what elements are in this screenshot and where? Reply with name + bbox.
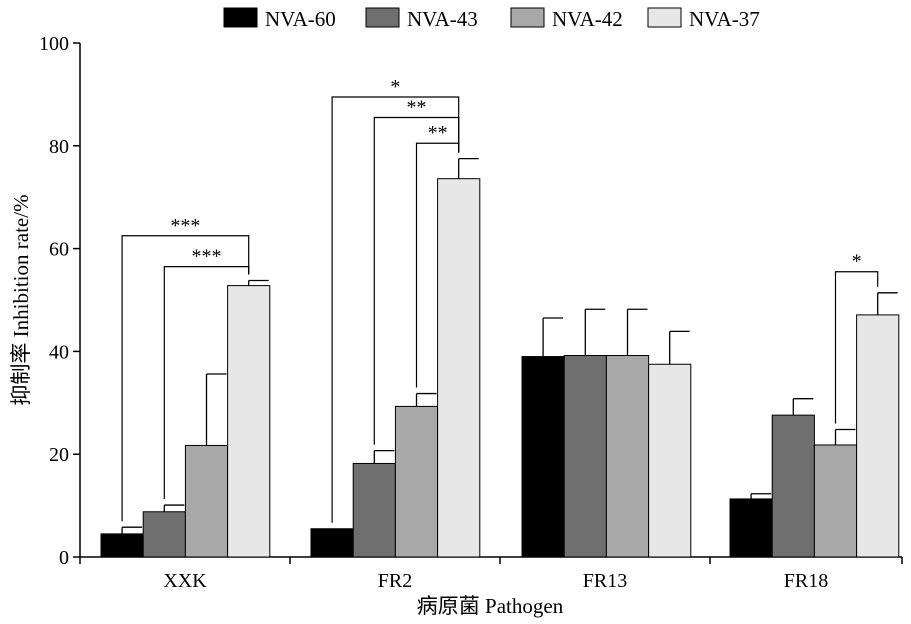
bar bbox=[184, 444, 229, 558]
bar bbox=[856, 314, 900, 558]
bar bbox=[605, 355, 650, 558]
significance-label: *** bbox=[170, 215, 200, 237]
bar bbox=[352, 462, 396, 558]
bar bbox=[648, 363, 692, 558]
significance-label: * bbox=[852, 251, 862, 273]
significance-label: * bbox=[390, 76, 400, 98]
significance-bracket bbox=[163, 265, 250, 500]
y-tick-label: 100 bbox=[39, 33, 69, 55]
x-tick-label: XXK bbox=[163, 570, 207, 592]
significance-label: *** bbox=[192, 246, 222, 268]
significance-bracket bbox=[834, 271, 879, 424]
significance-label: ** bbox=[407, 97, 427, 119]
x-tick-label: FR18 bbox=[784, 570, 828, 592]
significance-bracket bbox=[121, 235, 250, 522]
legend-swatch bbox=[647, 7, 682, 28]
bar bbox=[100, 533, 144, 558]
bar bbox=[394, 405, 439, 558]
y-tick-label: 20 bbox=[49, 444, 69, 466]
significance-bracket bbox=[373, 116, 460, 445]
bar bbox=[813, 444, 858, 558]
x-axis-title: 病原菌 Pathogen bbox=[417, 594, 564, 618]
error-bars bbox=[121, 157, 898, 534]
x-tick-label: FR2 bbox=[378, 570, 412, 592]
bar bbox=[563, 355, 607, 558]
y-tick-label: 60 bbox=[49, 239, 69, 261]
legend-swatch bbox=[365, 7, 400, 28]
legend-label: NVA-60 bbox=[265, 7, 336, 31]
x-axis: XXK FR2 FR13 FR18 bbox=[79, 556, 903, 592]
bar bbox=[437, 178, 481, 558]
bar bbox=[227, 285, 271, 558]
significance-brackets: ************ bbox=[121, 76, 879, 523]
bar bbox=[729, 498, 773, 558]
legend-swatch bbox=[223, 7, 258, 28]
y-tick-label: 80 bbox=[49, 136, 69, 158]
y-tick-label: 40 bbox=[49, 341, 69, 363]
legend-label: NVA-37 bbox=[689, 7, 760, 31]
bar bbox=[771, 414, 815, 558]
y-axis-title: 抑制率 Inhibition rate/% bbox=[9, 194, 33, 405]
bar bbox=[142, 511, 186, 558]
bar bbox=[310, 528, 354, 558]
legend-label: NVA-43 bbox=[407, 7, 478, 31]
bar bbox=[521, 356, 565, 558]
bars bbox=[100, 178, 900, 558]
y-tick-label: 0 bbox=[59, 547, 69, 569]
legend-label: NVA-42 bbox=[552, 7, 623, 31]
legend: NVA-60 NVA-43 NVA-42 NVA-37 bbox=[223, 7, 760, 31]
y-axis: 0 20 40 60 80 100 bbox=[39, 33, 81, 569]
x-tick-label: FR13 bbox=[583, 570, 627, 592]
significance-label: ** bbox=[428, 122, 448, 144]
legend-swatch bbox=[510, 7, 545, 28]
significance-bracket bbox=[415, 142, 460, 388]
